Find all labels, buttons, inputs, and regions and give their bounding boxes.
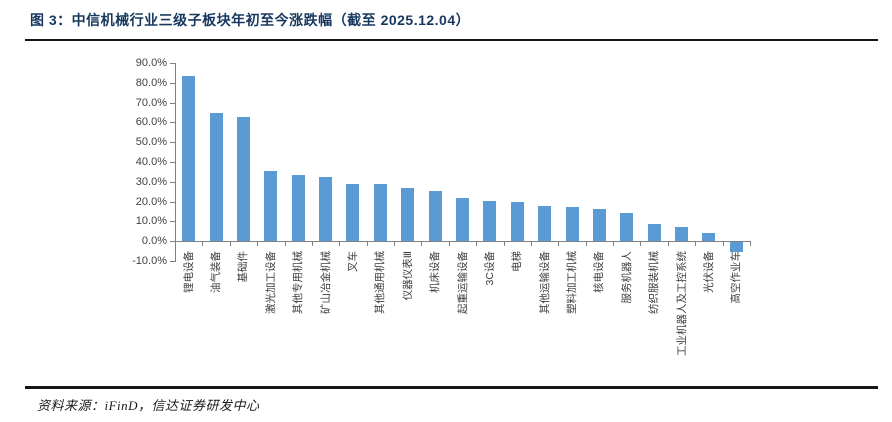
y-axis-line [175, 63, 176, 262]
y-axis-tick-label: 0.0% [141, 235, 167, 248]
y-tick-mark [170, 201, 175, 203]
bar [319, 176, 333, 242]
x-tick-mark [722, 241, 724, 247]
y-tick-mark [170, 82, 175, 84]
y-tick-mark [170, 221, 175, 223]
x-category-label-text: 其他专用机械 [292, 251, 305, 315]
y-tick-mark [170, 162, 175, 163]
x-category-label-text: 电梯 [511, 251, 524, 273]
x-category-label-text: 激光加工设备 [264, 251, 277, 315]
x-category-label-text: 塑料加工机械 [566, 251, 579, 315]
y-axis-tick-label: 50.0% [135, 136, 167, 149]
x-category-label-text: 核电设备 [593, 251, 606, 294]
x-category-label-text: 光伏设备 [702, 251, 715, 294]
x-category-label-text: 叉车 [346, 251, 359, 273]
x-category-label-text: 锂电设备 [182, 251, 195, 294]
footer-divider-line [25, 386, 878, 389]
x-tick-mark [257, 241, 259, 247]
y-axis-tick-label: 10.0% [135, 215, 167, 228]
x-tick-mark [476, 241, 478, 247]
y-axis-tick-label: 90.0% [135, 57, 167, 69]
bar-chart: 90.0% 80.0% 70.0% 60.0% 50.0% 40.0% 30.0% 20.0%… [132, 57, 751, 357]
x-tick-mark [202, 241, 204, 247]
x-tick-mark [585, 241, 587, 247]
y-axis-tick-label: 60.0% [135, 116, 167, 129]
x-tick-mark [229, 241, 231, 247]
x-category-label-text: 矿山冶金机械 [319, 251, 332, 315]
bar [702, 233, 716, 242]
bar [483, 200, 497, 242]
x-axis-line [175, 241, 750, 243]
y-tick-mark [170, 102, 175, 104]
bar [291, 174, 305, 242]
x-tick-mark [613, 241, 615, 247]
x-category-label-text: 服务机器人 [620, 251, 633, 304]
x-tick-mark [311, 241, 313, 247]
title-divider-line [25, 39, 878, 41]
y-axis-tick-label: 40.0% [135, 156, 167, 168]
bar [373, 184, 387, 242]
bar [209, 113, 223, 242]
x-category-label-text: 其他通用机械 [374, 251, 387, 315]
x-tick-mark [695, 241, 697, 247]
x-category-label-text: 纺织服装机械 [648, 251, 661, 315]
bar [182, 75, 196, 242]
y-tick-mark [170, 142, 175, 144]
x-tick-mark [175, 241, 176, 247]
y-tick-mark [170, 63, 175, 64]
bar [647, 224, 661, 242]
source-note: 资料来源：iFinD，信达证券研发中心 [37, 398, 260, 413]
x-category-label-text: 高空作业车 [730, 251, 743, 304]
x-tick-mark [667, 241, 669, 247]
x-category-label-text: 起重运输设备 [456, 251, 469, 315]
x-category-label-text: 基础件 [237, 251, 250, 283]
x-tick-mark [421, 241, 423, 247]
x-tick-mark [339, 241, 341, 247]
y-axis-tick-label: 20.0% [135, 195, 167, 208]
bar [401, 187, 415, 242]
x-tick-mark [448, 241, 450, 247]
y-tick-mark [170, 241, 175, 243]
x-tick-mark [503, 241, 505, 247]
y-axis-tick-label: 70.0% [135, 96, 167, 109]
x-tick-mark [640, 241, 642, 247]
bar [565, 206, 579, 242]
bar [729, 242, 743, 253]
bar [456, 197, 469, 242]
bar [264, 170, 278, 242]
x-category-label-text: 油气装备 [210, 251, 223, 294]
y-tick-mark [170, 122, 175, 124]
x-tick-mark [558, 241, 560, 247]
bar [592, 208, 606, 242]
x-tick-mark [750, 241, 751, 247]
x-category-label-text: 工业机器人及工控系统 [675, 251, 688, 357]
bar [236, 117, 250, 242]
y-axis-tick-label: 80.0% [135, 76, 167, 89]
bar [675, 227, 689, 242]
y-tick-mark [170, 181, 175, 183]
x-tick-mark [530, 241, 532, 247]
x-category-label-text: 3C设备 [483, 251, 496, 286]
x-category-label-text: 机床设备 [429, 251, 442, 294]
x-tick-mark [366, 241, 368, 247]
bar [620, 213, 634, 242]
bar [428, 190, 442, 242]
y-axis-tick-label: -10.0% [132, 255, 167, 267]
bar [538, 205, 552, 242]
x-tick-mark [394, 241, 396, 247]
y-tick-mark [170, 261, 175, 262]
y-axis-tick-label: 30.0% [135, 175, 167, 188]
x-category-label-text: 仪器仪表Ⅲ [401, 251, 414, 301]
x-tick-mark [284, 241, 286, 247]
figure-title: 图 3：中信机械行业三级子板块年初至今涨跌幅（截至 2025.12.04） [30, 12, 471, 28]
bar [510, 201, 524, 242]
x-category-label-text: 其他运输设备 [538, 251, 551, 315]
bar [346, 183, 360, 242]
